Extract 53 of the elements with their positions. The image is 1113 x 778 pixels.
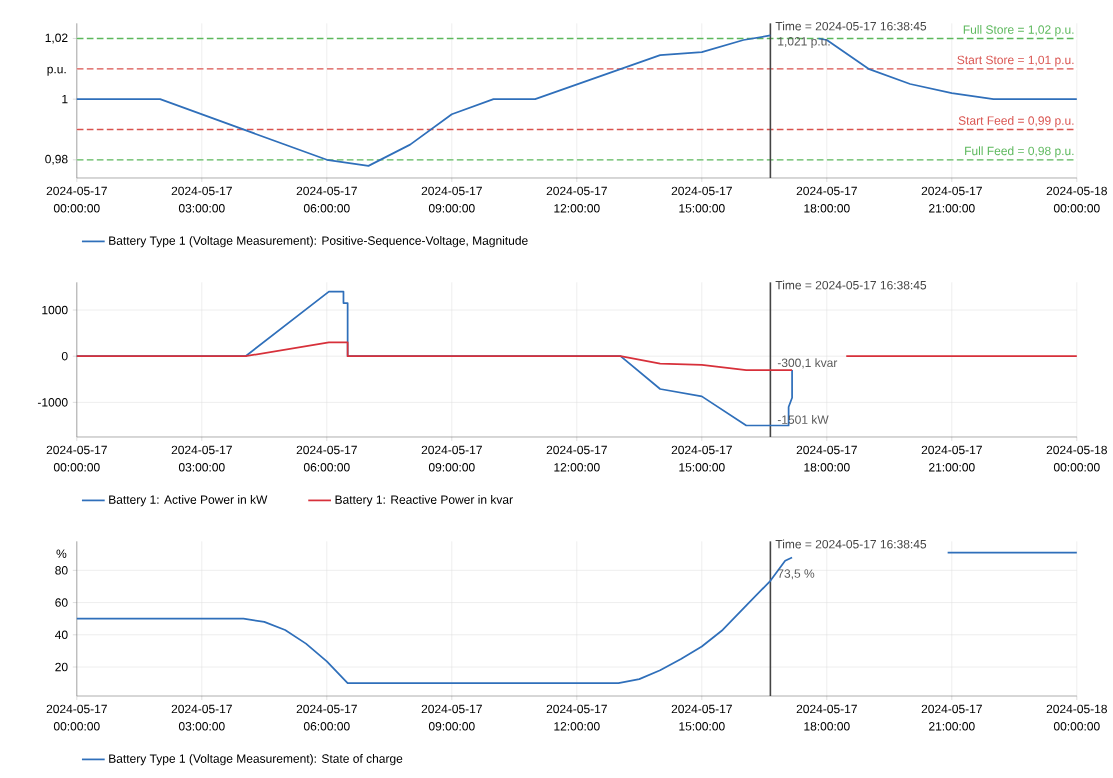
x-tick-label: 2024-05-17 00:00:00 [46,186,107,213]
x-tick-label: 2024-05-17 09:00:00 [421,704,482,731]
x-tick-label: 2024-05-17 00:00:00 [46,445,107,472]
y-tick-label: 60 [55,598,68,607]
x-tick-label: 2024-05-17 15:00:00 [671,445,732,472]
legend-label: Battery 1: Reactive Power in kvar [335,495,513,507]
y-tick-label: -1000 [37,398,68,407]
x-tick-label: 2024-05-18 00:00:00 [1046,704,1107,731]
ref-line-label: Full Feed = 0,98 p.u. [965,146,1074,158]
x-tick-label: 2024-05-17 21:00:00 [921,186,982,213]
x-tick-label: 2024-05-17 03:00:00 [171,186,232,213]
y-tick-label: 80 [55,566,68,575]
x-tick-label: 2024-05-17 06:00:00 [296,704,357,731]
ref-line-label: Full Store = 1,02 p.u. [963,25,1074,37]
y-tick-label: 40 [55,630,68,640]
x-tick-label: 2024-05-17 12:00:00 [546,445,607,472]
x-tick-label: 2024-05-18 00:00:00 [1046,445,1107,472]
x-tick-label: 2024-05-17 03:00:00 [171,704,232,731]
y-tick-label: 1000 [42,305,68,315]
ref-line-label: Start Store = 1,01 p.u. [957,55,1074,67]
x-tick-label: 2024-05-17 15:00:00 [671,186,732,213]
annotation: 73,5 % [777,569,815,580]
x-tick-label: 2024-05-17 18:00:00 [796,186,857,213]
x-tick-label: 2024-05-17 12:00:00 [546,704,607,731]
legend-label: Battery 1: Active Power in kW [109,495,268,507]
annotation: -300,1 kvar [777,358,838,369]
x-tick-label: 2024-05-17 21:00:00 [921,445,982,472]
ref-line-label: Start Feed = 0,99 p.u. [958,116,1074,128]
y-tick-label: 0 [61,351,68,361]
x-tick-label: 2024-05-17 15:00:00 [671,704,732,731]
y-tick-label: 0,98 [45,154,68,165]
y-tick-label: 1 [62,95,68,104]
legend-label: Battery Type 1 (Voltage Measurement): Positive-Sequence-Voltage, Magnitude [109,236,528,248]
x-tick-label: 2024-05-17 06:00:00 [296,445,357,472]
x-tick-label: 2024-05-17 18:00:00 [796,445,857,472]
x-tick-label: 2024-05-17 09:00:00 [421,445,482,472]
y-tick-label: 1,02 [45,33,68,44]
x-tick-label: 2024-05-17 00:00:00 [46,704,107,731]
annotation: 1,021 p.u. [778,37,830,48]
ref-line-label: Time = 2024-05-17 16:38:45 [775,280,927,290]
x-tick-label: 2024-05-17 12:00:00 [546,186,607,213]
x-tick-label: 2024-05-17 09:00:00 [421,186,482,213]
x-tick-label: 2024-05-17 18:00:00 [796,704,857,731]
x-tick-label: 2024-05-17 21:00:00 [921,704,982,731]
x-tick-label: 2024-05-17 03:00:00 [171,445,232,472]
y-tick-label: 20 [55,662,68,672]
ref-line-label: Time = 2024-05-17 16:38:45 [775,21,927,31]
x-tick-label: 2024-05-17 06:00:00 [296,186,357,213]
legend-label: Battery Type 1 (Voltage Measurement): State of charge [109,754,403,766]
y-axis-title: p.u. [47,66,66,76]
x-tick-label: 2024-05-18 00:00:00 [1046,186,1107,213]
y-axis-title: % [56,549,67,558]
ref-line-label: Time = 2024-05-17 16:38:45 [775,539,927,549]
